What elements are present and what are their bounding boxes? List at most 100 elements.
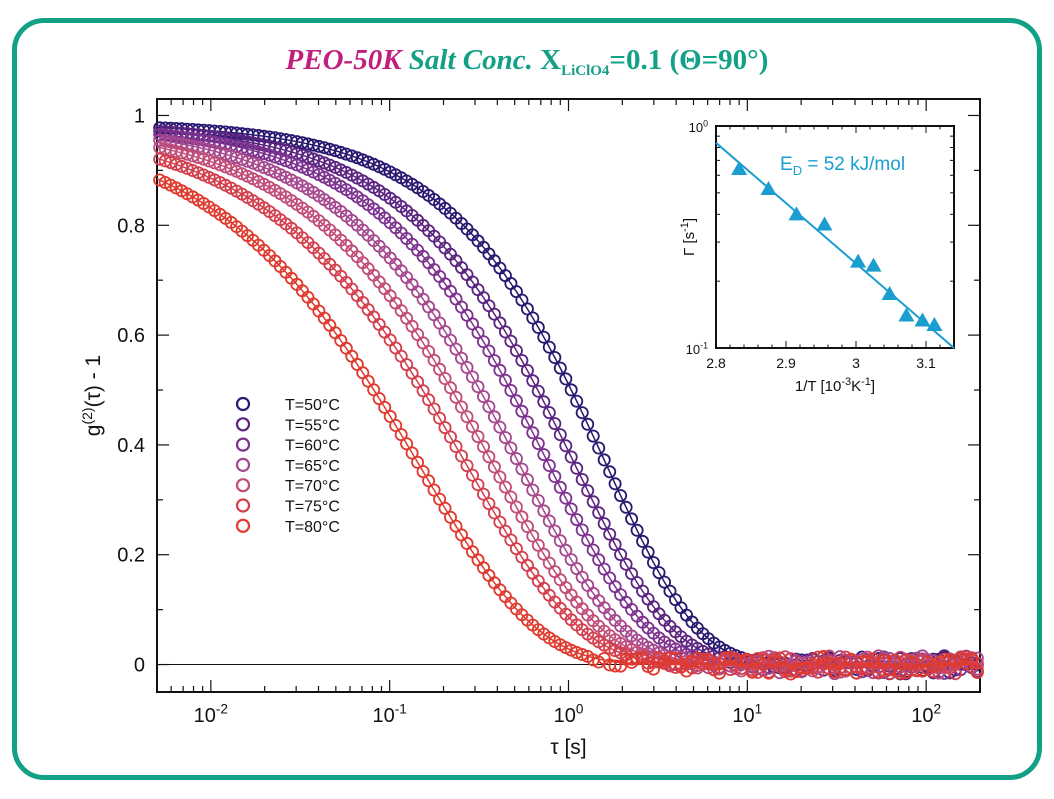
data-point — [564, 450, 578, 464]
title-sample: PEO-50K — [285, 44, 402, 76]
data-point — [564, 502, 578, 516]
data-point — [246, 156, 260, 170]
data-point — [586, 495, 600, 509]
data-point — [493, 363, 507, 377]
data-point — [405, 446, 419, 460]
data-point — [504, 383, 518, 397]
data-point — [487, 354, 501, 368]
inset-data-point — [788, 206, 805, 221]
data-point — [581, 533, 595, 547]
data-point — [636, 534, 650, 548]
data-point — [526, 529, 540, 543]
data-point — [482, 400, 496, 414]
data-point — [498, 373, 512, 387]
data-point — [498, 431, 512, 445]
data-point — [433, 411, 447, 425]
chart-title: PEO-50K Salt Conc. XLiClO4=0.1 (Θ=90°) — [0, 44, 1054, 80]
y-axis-label: g(2)(τ) - 1 — [79, 355, 105, 436]
data-point — [175, 159, 189, 173]
data-point — [680, 664, 694, 678]
data-point — [493, 420, 507, 434]
x-tick-label: 101 — [732, 702, 762, 727]
data-point — [965, 653, 979, 667]
data-point — [553, 361, 567, 375]
data-point — [619, 557, 633, 571]
title-angle: =0.1 (Θ=90°) — [609, 44, 769, 76]
data-point — [910, 664, 924, 678]
data-point — [592, 441, 606, 455]
legend-label: T=75°C — [285, 499, 340, 516]
data-point — [476, 440, 490, 454]
data-point — [850, 666, 864, 680]
inset-data-point — [914, 312, 931, 327]
data-point — [454, 351, 468, 365]
legend-marker — [235, 457, 251, 472]
data-point — [603, 465, 617, 479]
data-point — [723, 650, 737, 664]
data-point — [487, 460, 501, 474]
data-point — [597, 517, 611, 531]
data-point — [745, 665, 759, 679]
inset-y-axis-label: Γ [s-1] — [679, 218, 698, 256]
inset-data-point — [731, 161, 748, 176]
legend-marker — [235, 437, 251, 452]
data-point — [548, 469, 562, 483]
data-point — [948, 667, 962, 681]
series-80C — [153, 173, 984, 681]
data-point — [427, 483, 441, 497]
data-point — [570, 646, 584, 660]
data-point — [614, 489, 628, 503]
data-point — [422, 393, 436, 407]
data-point — [449, 439, 463, 453]
x-tick-label: 102 — [911, 702, 941, 727]
data-point — [652, 566, 666, 580]
title-salt-conc: Salt Conc. — [408, 44, 533, 76]
data-point — [526, 311, 540, 325]
data-point — [498, 325, 512, 339]
data-point — [454, 449, 468, 463]
inset-data-point — [898, 307, 915, 322]
data-point — [548, 350, 562, 364]
data-point — [476, 487, 490, 501]
data-point — [537, 504, 551, 518]
data-point — [504, 490, 518, 504]
data-point — [350, 151, 364, 165]
data-point — [208, 156, 222, 170]
inset-x-tick-label: 2.8 — [706, 355, 726, 371]
data-point — [197, 152, 211, 166]
data-point — [647, 556, 661, 570]
legend-marker — [235, 518, 251, 533]
data-point — [235, 152, 249, 166]
data-point — [449, 390, 463, 404]
data-point — [553, 534, 567, 548]
data-point — [487, 506, 501, 520]
y-tick-label: 0.6 — [117, 325, 145, 347]
data-point — [427, 402, 441, 416]
inset-x-tick-label: 2.9 — [776, 355, 796, 371]
data-point — [515, 404, 529, 418]
legend-marker — [235, 498, 251, 513]
data-point — [487, 410, 501, 424]
data-point — [345, 149, 359, 163]
data-point — [240, 154, 254, 168]
data-point — [493, 515, 507, 529]
data-point — [570, 394, 584, 408]
data-point — [581, 417, 595, 431]
data-point — [465, 420, 479, 434]
data-point — [411, 455, 425, 469]
data-point — [531, 320, 545, 334]
data-point — [531, 437, 545, 451]
data-point — [537, 448, 551, 462]
data-point — [526, 374, 540, 388]
inset-data-point — [865, 257, 882, 272]
data-point — [542, 514, 556, 528]
title-x: X — [540, 44, 562, 76]
data-point — [509, 500, 523, 514]
data-point — [614, 548, 628, 562]
data-point — [581, 484, 595, 498]
data-point — [575, 648, 589, 662]
legend-marker — [235, 478, 251, 493]
inset-plot-area — [715, 125, 955, 349]
data-point — [454, 400, 468, 414]
